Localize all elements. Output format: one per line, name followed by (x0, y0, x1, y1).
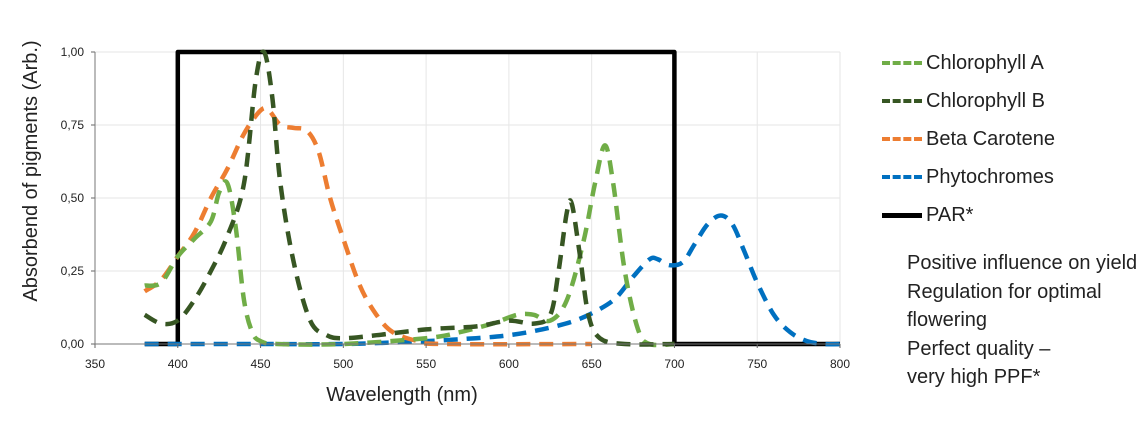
y-tick-label: 0,25 (61, 264, 85, 278)
legend-swatch (882, 137, 922, 141)
x-tick-label: 700 (664, 357, 684, 371)
note-line: Positive influence on yield (907, 252, 1138, 274)
notes-text: Positive influence on yield Regulation f… (907, 249, 1137, 392)
x-axis-title: Wavelength (nm) (326, 384, 478, 406)
x-tick-label: 500 (333, 357, 353, 371)
x-tick-label: 650 (582, 357, 602, 371)
series-line-chlorophyll-b (143, 49, 675, 347)
x-tick-label: 350 (85, 357, 105, 371)
legend-item: Phytochromes (882, 158, 1055, 196)
y-tick-label: 0,75 (61, 118, 85, 132)
legend-label: PAR* (926, 203, 974, 226)
series-line-chlorophyll-a (144, 143, 675, 348)
note-line: very high PPF* (907, 366, 1041, 388)
legend-label: Chlorophyll A (926, 51, 1044, 74)
legend-swatch (882, 175, 922, 179)
legend-item: Chlorophyll A (882, 44, 1055, 82)
y-axis-title: Absorbend of pigments (Arb.) (20, 40, 42, 301)
x-tick-label: 400 (168, 357, 188, 371)
grid (94, 51, 841, 345)
x-tick-label: 450 (251, 357, 271, 371)
note-line: flowering (907, 309, 988, 331)
legend-label: Beta Carotene (926, 127, 1055, 150)
legend-swatch (882, 61, 922, 65)
note-line: Regulation for optimal (907, 280, 1102, 303)
note-line: Perfect quality – (907, 337, 1051, 360)
axes: 350 400 450 500 550 600 650 700 750 800 0,00 0,25 0,… (61, 45, 851, 371)
y-tick-label: 0,50 (61, 191, 85, 205)
legend-label: Chlorophyll B (926, 89, 1045, 112)
legend-item: PAR* (882, 196, 1055, 234)
x-tick-label: 750 (747, 357, 767, 371)
y-tick-label: 1,00 (61, 45, 85, 59)
x-tick-label: 600 (499, 357, 519, 371)
x-tick-label: 800 (830, 357, 850, 371)
legend-swatch (882, 99, 922, 103)
legend-swatch (882, 212, 922, 218)
series-line-beta-carotene (143, 105, 592, 347)
legend-item: Beta Carotene (882, 120, 1055, 158)
series-line-phytochromes (144, 213, 841, 347)
legend-item: Chlorophyll B (882, 82, 1055, 120)
legend: Chlorophyll A Chlorophyll B Beta Caroten… (882, 44, 1055, 234)
y-tick-label: 0,00 (61, 337, 85, 351)
legend-label: Phytochromes (926, 165, 1054, 188)
x-tick-label: 550 (416, 357, 436, 371)
